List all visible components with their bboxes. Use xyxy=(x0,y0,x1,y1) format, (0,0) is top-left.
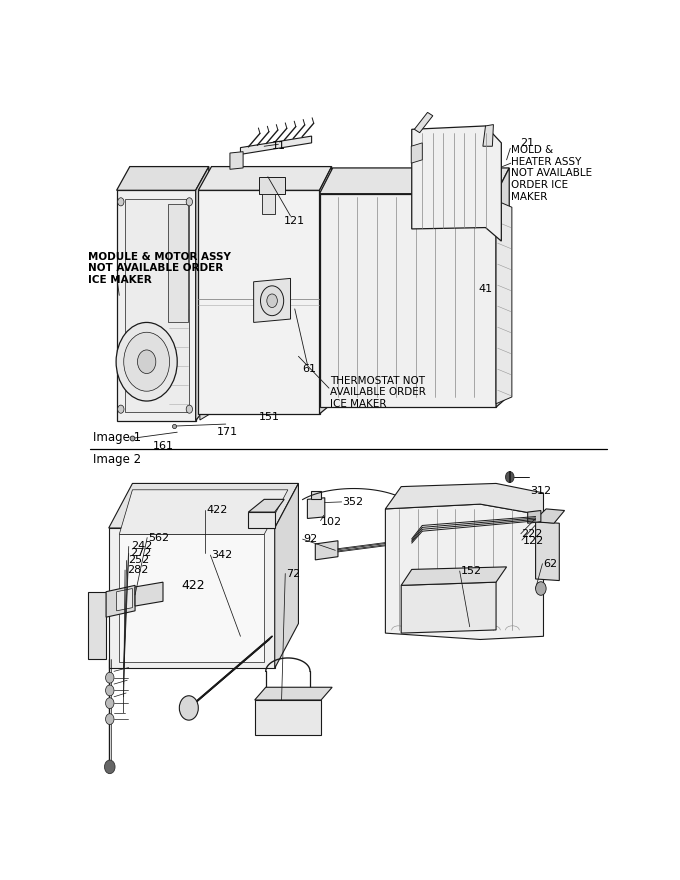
Polygon shape xyxy=(320,168,509,194)
Text: 272: 272 xyxy=(130,548,151,559)
Text: 312: 312 xyxy=(530,486,551,495)
Polygon shape xyxy=(259,177,286,194)
Polygon shape xyxy=(254,278,290,322)
Text: 62: 62 xyxy=(543,559,558,568)
Polygon shape xyxy=(386,504,543,640)
Polygon shape xyxy=(188,636,272,709)
Text: 121: 121 xyxy=(284,216,305,226)
Polygon shape xyxy=(248,499,284,512)
Text: 102: 102 xyxy=(321,517,342,526)
Text: 122: 122 xyxy=(522,536,544,546)
Circle shape xyxy=(105,714,114,724)
Text: 171: 171 xyxy=(217,427,238,436)
Polygon shape xyxy=(199,166,332,190)
Polygon shape xyxy=(230,151,243,169)
Polygon shape xyxy=(117,190,196,421)
Polygon shape xyxy=(199,190,320,414)
Circle shape xyxy=(536,582,546,595)
Polygon shape xyxy=(88,591,106,658)
Circle shape xyxy=(186,405,192,414)
Text: MOLD &
HEATER ASSY
NOT AVAILABLE
ORDER ICE
MAKER: MOLD & HEATER ASSY NOT AVAILABLE ORDER I… xyxy=(511,145,592,202)
Text: MODULE & MOTOR ASSY
NOT AVAILABLE ORDER
ICE MAKER: MODULE & MOTOR ASSY NOT AVAILABLE ORDER … xyxy=(88,252,231,285)
Polygon shape xyxy=(109,528,275,668)
Circle shape xyxy=(124,333,169,392)
Polygon shape xyxy=(386,483,543,516)
Polygon shape xyxy=(412,126,501,241)
Circle shape xyxy=(105,685,114,696)
Polygon shape xyxy=(117,166,209,190)
Polygon shape xyxy=(401,583,496,633)
Circle shape xyxy=(118,198,124,206)
Polygon shape xyxy=(316,540,338,560)
Circle shape xyxy=(105,672,114,683)
Text: 161: 161 xyxy=(152,442,173,451)
Polygon shape xyxy=(255,700,321,735)
Text: Image 1: Image 1 xyxy=(93,431,141,444)
Text: 562: 562 xyxy=(148,532,169,543)
Circle shape xyxy=(105,760,115,774)
Circle shape xyxy=(260,286,284,316)
Polygon shape xyxy=(135,583,163,606)
Polygon shape xyxy=(311,491,321,499)
Polygon shape xyxy=(168,204,188,322)
Text: 422: 422 xyxy=(206,505,228,516)
Circle shape xyxy=(118,405,124,414)
Polygon shape xyxy=(401,567,507,585)
Polygon shape xyxy=(119,490,288,534)
Polygon shape xyxy=(200,397,216,420)
Text: 242: 242 xyxy=(131,541,152,552)
Polygon shape xyxy=(275,483,299,668)
Text: 152: 152 xyxy=(461,566,482,576)
Text: 11: 11 xyxy=(272,142,286,151)
Polygon shape xyxy=(414,113,432,133)
Polygon shape xyxy=(496,168,509,407)
Polygon shape xyxy=(109,483,299,528)
Polygon shape xyxy=(248,512,275,528)
Polygon shape xyxy=(196,166,209,421)
Polygon shape xyxy=(528,510,541,524)
Polygon shape xyxy=(307,498,325,518)
Polygon shape xyxy=(117,589,133,611)
Circle shape xyxy=(180,696,199,720)
Text: 342: 342 xyxy=(211,550,233,560)
Polygon shape xyxy=(536,522,559,581)
Circle shape xyxy=(116,322,177,401)
Text: 252: 252 xyxy=(129,555,150,566)
Polygon shape xyxy=(483,125,494,146)
Circle shape xyxy=(186,198,192,206)
Polygon shape xyxy=(411,143,422,163)
Circle shape xyxy=(105,698,114,708)
Text: 151: 151 xyxy=(259,413,280,422)
Circle shape xyxy=(137,350,156,373)
Polygon shape xyxy=(320,194,496,407)
Text: 422: 422 xyxy=(182,579,205,592)
Polygon shape xyxy=(262,194,275,214)
Circle shape xyxy=(505,472,514,482)
Text: Image 2: Image 2 xyxy=(93,452,141,466)
Polygon shape xyxy=(255,687,332,700)
Polygon shape xyxy=(320,166,332,414)
Polygon shape xyxy=(124,199,189,412)
Text: 21: 21 xyxy=(521,138,534,148)
Text: THERMOSTAT NOT
AVAILABLE ORDER
ICE MAKER: THERMOSTAT NOT AVAILABLE ORDER ICE MAKER xyxy=(330,376,426,409)
Polygon shape xyxy=(119,534,264,662)
Polygon shape xyxy=(533,509,564,524)
Polygon shape xyxy=(241,136,311,154)
Text: 72: 72 xyxy=(286,568,301,578)
Text: 92: 92 xyxy=(304,534,318,545)
Text: 61: 61 xyxy=(302,363,316,373)
Text: 282: 282 xyxy=(126,565,148,575)
Text: 41: 41 xyxy=(479,283,492,294)
Polygon shape xyxy=(106,585,135,617)
Text: 352: 352 xyxy=(342,497,363,507)
Polygon shape xyxy=(496,201,512,404)
Circle shape xyxy=(267,294,277,307)
Text: 222: 222 xyxy=(522,529,543,539)
